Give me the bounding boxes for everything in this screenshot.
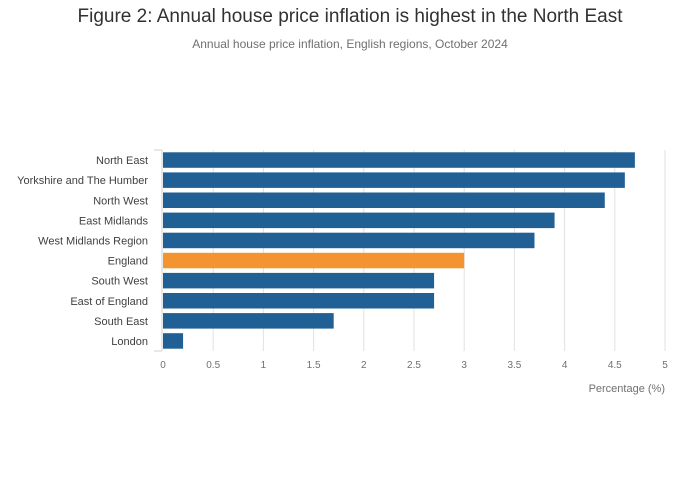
bar: [163, 252, 465, 269]
category-label: North West: [93, 195, 148, 207]
category-labels: North East Yorkshire and The Humber North …: [17, 155, 148, 348]
bar: [163, 232, 535, 249]
bar: [163, 313, 334, 329]
chart-subtitle: Annual house price inflation, English re…: [192, 37, 508, 51]
category-label: North East: [96, 155, 148, 167]
x-tick-label: 2.5: [407, 360, 421, 371]
category-label: East Midlands: [79, 215, 149, 227]
bar: [163, 272, 435, 289]
category-label: Yorkshire and The Humber: [17, 175, 148, 187]
bar: [163, 152, 635, 168]
x-tick-label: 0: [160, 360, 166, 371]
x-tick-label: 1.5: [307, 360, 321, 371]
category-label: South West: [91, 276, 148, 288]
x-tick-label: 3: [461, 360, 467, 371]
bar: [163, 192, 605, 208]
chart-title: Figure 2: Annual house price inflation i…: [77, 6, 623, 27]
x-axis-title: Percentage (%): [589, 383, 665, 395]
x-tick-label: 4.5: [608, 360, 622, 371]
category-label: East of England: [70, 296, 148, 308]
category-label: South East: [94, 316, 148, 328]
bar: [163, 172, 625, 188]
bar: [163, 333, 184, 349]
x-tick-label: 4: [562, 360, 568, 371]
x-tick-label: 2: [361, 360, 367, 371]
x-tick-labels: 0 0.5 1 1.5 2 2.5 3 3.5 4 4.5 5: [160, 360, 668, 371]
category-label: England: [108, 256, 148, 268]
category-label: London: [111, 336, 148, 348]
bars: [163, 152, 635, 349]
x-tick-label: 1: [261, 360, 267, 371]
x-tick-label: 0.5: [206, 360, 220, 371]
category-label: West Midlands Region: [38, 235, 148, 247]
x-tick-label: 5: [662, 360, 668, 371]
x-tick-label: 3.5: [507, 360, 521, 371]
bar: [163, 293, 435, 309]
bar: [163, 212, 555, 229]
